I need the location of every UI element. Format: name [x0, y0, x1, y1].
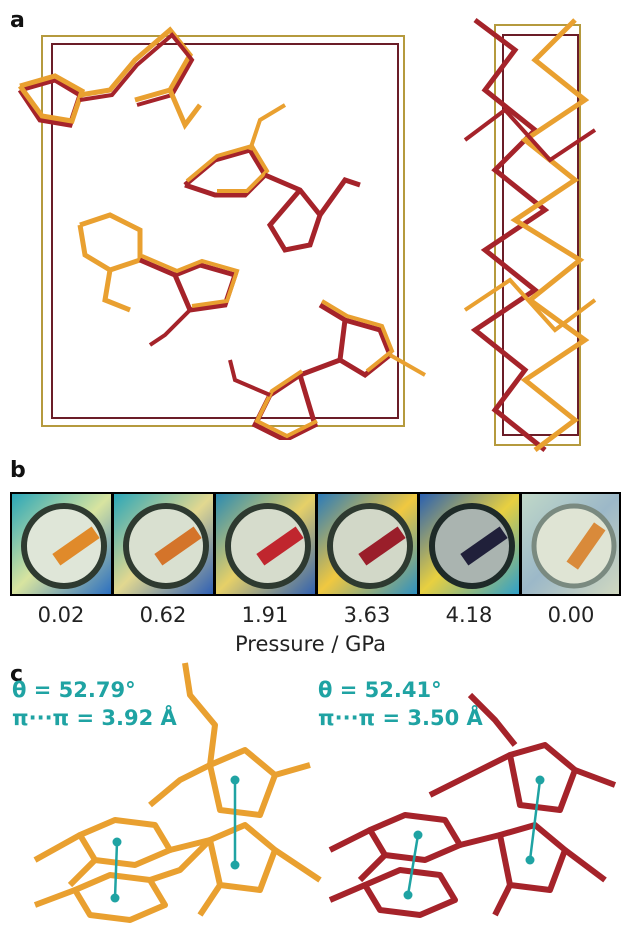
right-theta: θ = 52.41°: [318, 678, 442, 702]
unit-cell-maroon: [51, 43, 399, 419]
photo-0: [10, 492, 113, 596]
pressure-label-3: 3.63: [343, 603, 391, 627]
dimer-right-red: [328, 692, 617, 918]
crystal-3: [358, 526, 406, 566]
centroid-marker: [535, 775, 545, 785]
dimer-left-orange: [33, 662, 322, 923]
photo-2: [214, 492, 317, 596]
panel-label-a: a: [10, 8, 25, 33]
left-pipi: π···π = 3.92 Å: [12, 706, 177, 730]
crystal-5: [566, 522, 606, 570]
centroid-lines-left: [113, 780, 237, 899]
crystal-2: [256, 526, 304, 566]
crystal-1: [154, 526, 202, 566]
right-annotation: θ = 52.41° π···π = 3.50 Å: [318, 676, 483, 732]
centroid-marker: [230, 860, 240, 870]
centroid-marker: [403, 890, 413, 900]
panel-label-b: b: [10, 458, 26, 483]
photo-5: [520, 492, 621, 596]
centroid-marker: [110, 893, 120, 903]
crystal-4: [460, 526, 508, 566]
panel-a-side-view: [463, 18, 597, 452]
crystal-0: [52, 526, 100, 566]
unit-cell-gold: [41, 35, 405, 427]
pressure-label-2: 1.91: [241, 603, 289, 627]
pressure-label-4: 4.18: [445, 603, 493, 627]
pressure-label-1: 0.62: [139, 603, 187, 627]
left-annotation: θ = 52.79° π···π = 3.92 Å: [12, 676, 177, 732]
centroid-marker: [413, 830, 423, 840]
pressure-label-0: 0.02: [37, 603, 85, 627]
centroid-marker: [112, 837, 122, 847]
photo-4: [418, 492, 521, 596]
centroid-marker: [230, 775, 240, 785]
molecule-overlay-2: [183, 103, 361, 253]
panel-a-unit-cell-view: [17, 26, 426, 440]
centroid-marker: [525, 855, 535, 865]
molecule-overlay-1: [17, 26, 202, 130]
pressure-label-5: 0.00: [547, 603, 595, 627]
photo-3: [316, 492, 419, 596]
right-pipi: π···π = 3.50 Å: [318, 706, 483, 730]
molecule-overlay-4: [228, 299, 426, 440]
photo-1: [112, 492, 215, 596]
left-theta: θ = 52.79°: [12, 678, 136, 702]
pressure-axis-title: Pressure / GPa: [235, 632, 386, 656]
panel-label-c: c: [10, 662, 24, 687]
centroid-lines-right: [406, 779, 542, 896]
molecule-overlay-3: [77, 212, 240, 347]
